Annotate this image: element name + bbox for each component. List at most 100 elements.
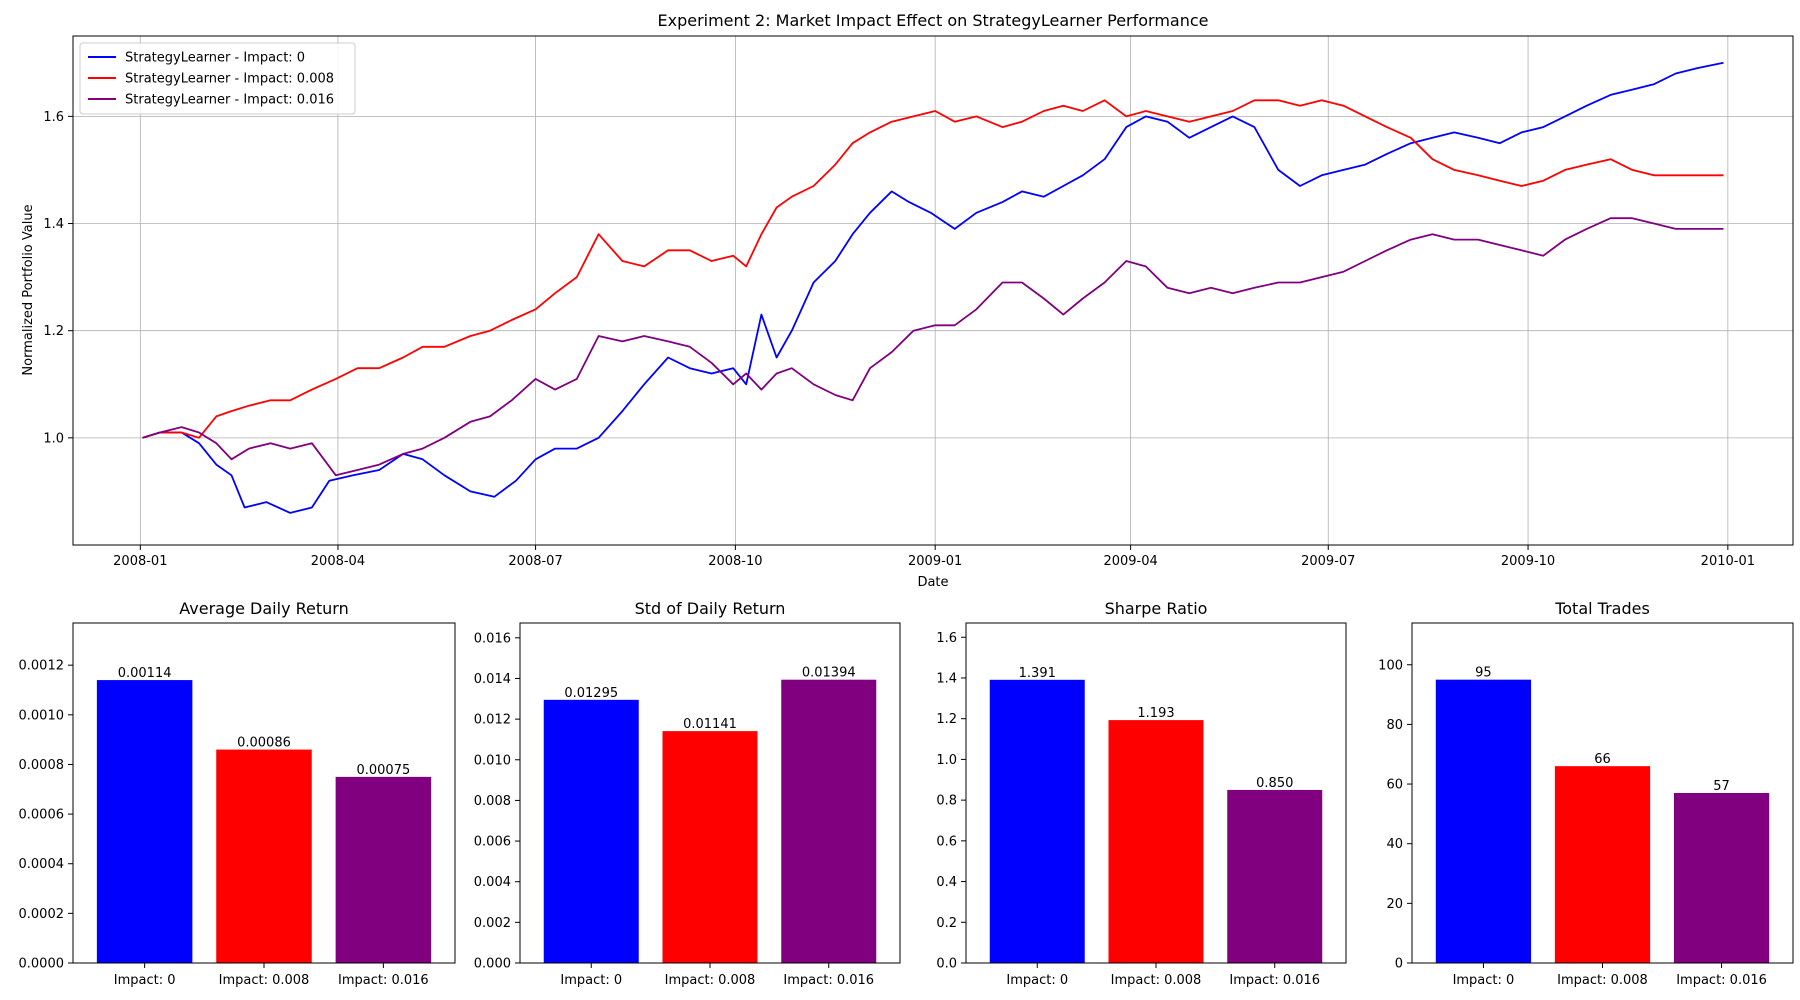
y-tick-label: 0.002 — [474, 916, 511, 931]
bar — [335, 776, 432, 963]
y-tick-label: 1.0 — [936, 753, 957, 768]
bar-value-label: 0.850 — [1256, 776, 1293, 791]
y-tick-label: 1.2 — [936, 712, 957, 727]
y-tick-label: 0.4 — [936, 875, 957, 890]
legend-box — [79, 42, 356, 115]
y-tick-label: 1.4 — [43, 217, 64, 232]
x-tick-label: 2008-04 — [311, 554, 365, 569]
line-chart-frame — [72, 35, 1794, 546]
x-tick-label: Impact: 0.008 — [219, 973, 310, 988]
sharpe-ratio-panel: Sharpe Ratio 0.0 0.2 0.4 0.6 0.8 1.0 1.2 1.4 1.6 1… — [936, 599, 1347, 988]
x-tick-label: Impact: 0.016 — [338, 973, 429, 988]
bar-value-label: 1.391 — [1019, 666, 1056, 681]
bar — [989, 679, 1085, 963]
x-tick-label: Impact: 0.016 — [783, 973, 874, 988]
bar-value-label: 57 — [1713, 779, 1730, 794]
y-tick-label: 0.6 — [936, 834, 957, 849]
line-chart-panel: Experiment 2: Market Impact Effect on St… — [21, 11, 1794, 590]
y-tick-label: 0 — [1395, 957, 1403, 972]
y-tick-label: 0.0004 — [19, 857, 65, 872]
line-chart-legend: StrategyLearner - Impact: 0 StrategyLearn… — [79, 42, 356, 115]
series-line-2 — [142, 217, 1724, 477]
x-tick-label: Impact: 0.016 — [1676, 973, 1767, 988]
bar-chart-title: Std of Daily Return — [635, 599, 786, 618]
y-tick-label: 0.016 — [474, 631, 511, 646]
x-tick-label: Impact: 0.016 — [1229, 973, 1320, 988]
x-tick-label: 2009-01 — [908, 554, 962, 569]
line-chart-title: Experiment 2: Market Impact Effect on St… — [657, 11, 1208, 30]
bar-chart-frame — [1411, 622, 1794, 964]
bar-value-label: 0.01394 — [802, 666, 856, 681]
y-tick-label: 0.8 — [936, 794, 957, 809]
y-tick-label: 0.006 — [474, 835, 511, 850]
y-tick-label: 100 — [1378, 658, 1403, 673]
x-tick-label: Impact: 0 — [560, 973, 622, 988]
legend-label: StrategyLearner - Impact: 0.008 — [125, 72, 334, 87]
x-tick-label: 2009-07 — [1301, 554, 1355, 569]
x-tick-label: Impact: 0.008 — [1557, 973, 1648, 988]
bar-value-label: 0.00086 — [237, 736, 291, 751]
bar — [662, 731, 758, 963]
line-chart-xticks: 2008-01 2008-04 2008-07 2008-10 2009-01 2009-… — [113, 545, 1755, 569]
bar — [216, 749, 312, 963]
x-tick-label: 2009-10 — [1501, 554, 1555, 569]
y-tick-label: 20 — [1386, 897, 1403, 912]
x-tick-label: 2008-07 — [508, 554, 562, 569]
y-tick-label: 0.0000 — [19, 957, 65, 972]
y-tick-label: 1.6 — [936, 631, 957, 646]
legend-label: StrategyLearner - Impact: 0 — [125, 51, 305, 66]
y-tick-label: 0.004 — [474, 875, 511, 890]
bar-chart-frame — [72, 622, 456, 964]
bar-value-label: 0.01141 — [683, 717, 737, 732]
bar — [781, 679, 877, 963]
x-tick-label: Impact: 0.008 — [1111, 973, 1202, 988]
y-tick-label: 0.0010 — [19, 708, 65, 723]
bar-value-label: 1.193 — [1137, 706, 1174, 721]
y-tick-label: 0.0006 — [19, 808, 65, 823]
line-chart-xlabel: Date — [917, 575, 948, 590]
y-tick-label: 60 — [1386, 778, 1403, 793]
x-tick-label: Impact: 0.008 — [665, 973, 756, 988]
bar — [1554, 766, 1651, 963]
y-tick-label: 0.2 — [936, 916, 957, 931]
bar — [1435, 679, 1532, 963]
y-tick-label: 0.012 — [474, 713, 511, 728]
series-line-0 — [142, 61, 1724, 514]
line-chart-yticks: 1.0 1.2 1.4 1.6 — [43, 110, 73, 446]
y-tick-label: 40 — [1386, 837, 1403, 852]
bar-value-label: 0.00075 — [356, 763, 410, 778]
series-line-1 — [142, 99, 1724, 439]
bar-value-label: 95 — [1475, 666, 1492, 681]
std-daily-return-panel: Std of Daily Return 0.000 0.002 0.004 0.006 0… — [474, 599, 901, 988]
y-tick-label: 80 — [1386, 718, 1403, 733]
y-tick-label: 1.0 — [43, 431, 64, 446]
line-chart-series — [142, 61, 1724, 514]
bar — [96, 680, 193, 963]
y-tick-label: 0.000 — [474, 957, 511, 972]
y-tick-label: 0.0012 — [19, 659, 65, 674]
x-tick-label: 2008-01 — [113, 554, 167, 569]
y-tick-label: 1.4 — [936, 671, 957, 686]
y-tick-label: 0.014 — [474, 672, 511, 687]
x-tick-label: Impact: 0 — [1453, 973, 1515, 988]
line-chart-grid — [73, 36, 1793, 545]
total-trades-panel: Total Trades 0 20 40 60 80 100 95 Impact: 0 66 Imp… — [1378, 599, 1794, 988]
bar-chart-frame — [519, 622, 901, 964]
y-tick-label: 1.6 — [43, 110, 64, 125]
y-tick-label: 1.2 — [43, 324, 64, 339]
y-tick-label: 0.0002 — [19, 907, 65, 922]
bar — [1227, 789, 1323, 963]
bar — [1673, 793, 1770, 963]
y-tick-label: 0.0 — [936, 957, 957, 972]
x-tick-label: Impact: 0 — [1006, 973, 1068, 988]
x-tick-label: 2009-04 — [1103, 554, 1157, 569]
bar-chart-title: Sharpe Ratio — [1105, 599, 1208, 618]
line-chart-ylabel: Normalized Portfolio Value — [21, 204, 36, 375]
y-tick-label: 0.0008 — [19, 758, 65, 773]
bar-chart-title: Total Trades — [1554, 599, 1650, 618]
y-tick-label: 0.008 — [474, 794, 511, 809]
bar-value-label: 0.01295 — [564, 686, 618, 701]
legend-label: StrategyLearner - Impact: 0.016 — [125, 93, 334, 108]
bar — [1108, 720, 1204, 963]
